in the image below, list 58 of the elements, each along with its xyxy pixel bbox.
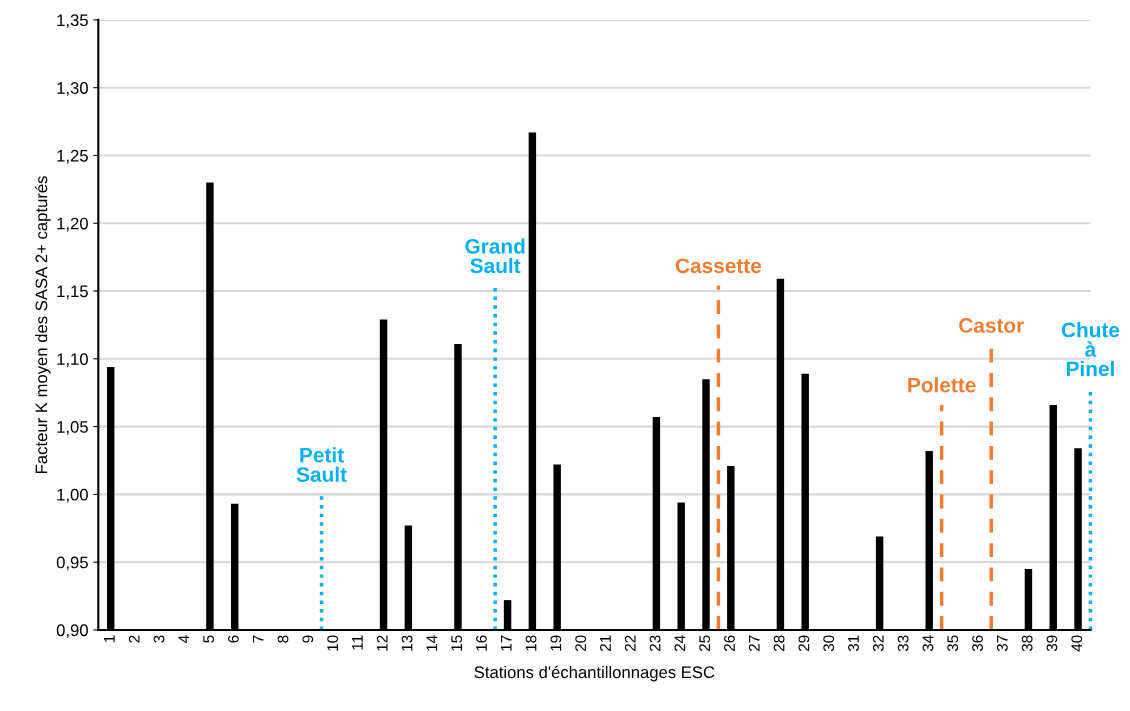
- x-tick-label: 6: [228, 635, 239, 643]
- x-tick-label: 29: [798, 635, 810, 652]
- x-tick-label: 5: [203, 635, 215, 643]
- x-tick-label: 40: [1071, 635, 1083, 652]
- x-tick-label: 27: [748, 635, 760, 652]
- x-tick-label: 26: [724, 635, 735, 652]
- x-tick-label: 23: [649, 635, 661, 652]
- series-label: Polette: [908, 377, 976, 393]
- y-tick-label: 1,15: [57, 285, 88, 300]
- y-tick-label: 1,05: [57, 421, 88, 435]
- x-tick-label: 30: [823, 635, 835, 652]
- x-tick-label: 28: [773, 635, 785, 652]
- x-tick-label: 1: [104, 635, 115, 643]
- y-axis-title: Facteur K moyen des SASA 2+ capturés: [34, 176, 51, 473]
- x-tick-label: 12: [376, 635, 388, 651]
- x-tick-label: 4: [178, 635, 190, 643]
- y-tick-label: 1,25: [57, 149, 88, 164]
- x-tick-label: 39: [1046, 635, 1058, 652]
- series-label: Chute à Pinel: [1061, 322, 1120, 377]
- x-tick-label: 10: [327, 635, 339, 651]
- x-tick-label: 7: [252, 635, 264, 643]
- y-tick-label: 1,10: [57, 353, 88, 367]
- x-tick-label: 15: [451, 635, 463, 651]
- x-tick-label: 17: [501, 635, 512, 651]
- y-tick-label: 1,35: [57, 14, 88, 29]
- x-tick-label: 34: [922, 635, 934, 652]
- x-tick-label: 38: [1021, 635, 1033, 652]
- y-tick-label: 1,00: [57, 488, 88, 503]
- x-tick-label: 19: [550, 635, 562, 651]
- series-label: Cassette: [675, 258, 762, 274]
- x-tick-label: 9: [302, 635, 314, 643]
- series-label: Petit Sault: [296, 447, 347, 482]
- y-tick-label: 0,90: [56, 624, 88, 639]
- x-tick-label: 11: [352, 635, 363, 650]
- x-tick-label: 18: [525, 635, 537, 651]
- y-tick-label: 1,20: [57, 217, 88, 232]
- x-tick-label: 31: [848, 635, 859, 652]
- x-tick-label: 13: [401, 635, 413, 651]
- x-tick-label: 35: [947, 635, 959, 652]
- x-tick-label: 32: [872, 635, 884, 652]
- y-tick-label: 1,30: [57, 82, 88, 96]
- series-label: Grand Sault: [465, 238, 525, 274]
- x-tick-label: 16: [476, 635, 487, 651]
- y-tick-label: 0,95: [56, 556, 88, 571]
- x-tick-label: 33: [897, 635, 909, 652]
- x-tick-label: 21: [600, 635, 611, 652]
- x-tick-label: 2: [128, 635, 140, 643]
- x-tick-label: 14: [426, 635, 438, 651]
- x-tick-label: 24: [674, 635, 686, 652]
- x-tick-label: 8: [277, 635, 289, 643]
- x-tick-label: 36: [972, 635, 983, 652]
- x-axis-title: Stations d'échantillonnages ESC: [474, 665, 715, 682]
- series-label: Castor: [959, 318, 1024, 333]
- x-tick-label: 22: [624, 635, 636, 652]
- x-tick-label: 3: [153, 635, 165, 643]
- x-tick-label: 20: [575, 635, 587, 652]
- x-tick-label: 25: [699, 635, 711, 652]
- x-tick-label: 37: [996, 635, 1008, 652]
